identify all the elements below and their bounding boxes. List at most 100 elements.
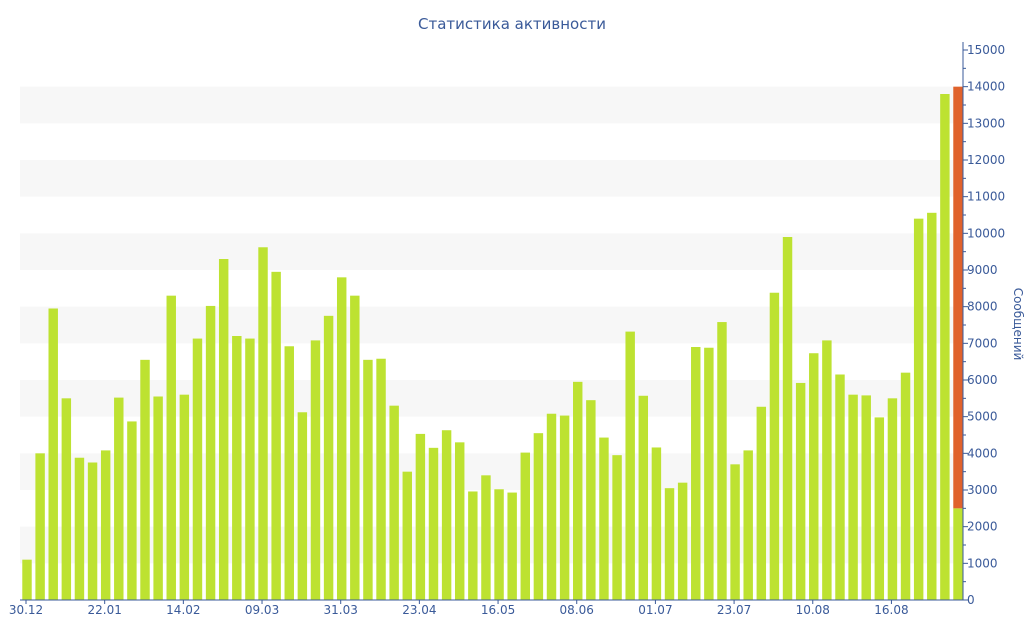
bar[interactable] [61,398,72,600]
bar[interactable] [730,464,740,600]
bar-current-base[interactable] [953,508,963,600]
bar[interactable] [363,359,373,600]
bar[interactable] [415,433,426,600]
bar[interactable] [704,347,714,600]
bar[interactable] [717,322,727,600]
bar[interactable] [940,94,950,600]
bar[interactable] [87,462,98,601]
bar[interactable] [612,455,622,600]
bar[interactable] [573,381,583,600]
bar[interactable] [874,417,885,600]
bar[interactable] [782,237,793,600]
y-tick-label: 13000 [967,116,1005,130]
grid-band [20,306,962,344]
bar[interactable] [310,340,321,600]
bar[interactable] [441,430,452,600]
bar[interactable] [546,413,557,600]
x-axis: 30.12 22.01 14.02 09.03 31.03 23.04 16.05 08.06… [9,599,963,617]
y-tick-label: 14000 [967,80,1005,94]
bar[interactable] [795,382,806,600]
bar[interactable] [677,482,688,600]
bar[interactable] [127,421,137,600]
bar[interactable] [494,489,504,600]
bar[interactable] [822,340,832,600]
bar[interactable] [769,292,780,600]
bar[interactable] [481,475,491,600]
bar[interactable] [232,336,242,600]
x-tick-label: 31.03 [324,603,358,617]
bar[interactable] [114,397,124,600]
bar[interactable] [809,353,819,600]
bar[interactable] [258,247,268,600]
y-tick-label: 10000 [967,226,1005,240]
x-tick-label: 23.04 [402,603,436,617]
bar[interactable] [599,437,609,600]
bar[interactable] [389,405,399,600]
bar[interactable] [900,372,911,600]
bar[interactable] [35,453,45,600]
y-axis-label: Сообщений [1011,288,1024,361]
bar[interactable] [691,347,701,600]
x-tick-label: 08.06 [560,603,594,617]
bar[interactable] [323,315,334,600]
bar[interactable] [586,400,596,600]
bar[interactable] [835,374,845,601]
bar[interactable] [48,308,58,601]
bar[interactable] [336,277,347,600]
x-tick-label: 16.05 [481,603,515,617]
bar[interactable] [559,415,570,600]
bar[interactable] [756,406,767,600]
y-tick-label: 12000 [967,153,1005,167]
bar[interactable] [625,331,635,600]
y-tick-label: 0 [967,593,975,607]
bar[interactable] [848,394,858,600]
y-tick-label: 5000 [967,410,998,424]
grid-band [20,160,962,197]
bar[interactable] [533,433,544,600]
bar-current-highlight[interactable] [953,86,963,509]
bar[interactable] [205,305,216,600]
bar[interactable] [651,447,662,600]
y-tick-label: 6000 [967,373,998,387]
bar[interactable] [743,450,753,600]
bar[interactable] [22,559,32,600]
bar[interactable] [402,471,412,600]
y-tick-label: 4000 [967,446,998,460]
bar[interactable] [74,457,85,600]
x-tick-label: 01.07 [638,603,672,617]
bar[interactable] [664,488,675,600]
bar[interactable] [297,412,308,600]
bar[interactable] [468,491,478,600]
bar[interactable] [927,212,937,601]
bar[interactable] [428,447,439,600]
bar[interactable] [454,442,465,600]
bar[interactable] [638,395,649,600]
y-tick-label: 11000 [967,190,1005,204]
bar[interactable] [271,271,281,600]
bar[interactable] [520,452,531,600]
x-tick-label: 23.07 [717,603,751,617]
bar[interactable] [376,358,386,600]
bar[interactable] [284,346,294,600]
y-tick-label: 9000 [967,263,998,277]
bar[interactable] [166,295,176,600]
y-tick-label: 1000 [967,556,998,570]
bar[interactable] [350,295,360,600]
x-tick-label: 30.12 [9,603,43,617]
bar[interactable] [153,396,163,601]
y-axis: 0 1000 2000 3000 4000 5000 6000 7000 8000 9000 100… [962,42,1005,607]
x-tick-label: 16.08 [874,603,908,617]
bars [22,86,963,601]
bar[interactable] [140,359,150,600]
bar[interactable] [913,218,924,600]
bar[interactable] [887,398,898,600]
bar[interactable] [245,338,255,600]
bar[interactable] [179,394,190,600]
bar[interactable] [507,492,517,600]
x-tick-label: 14.02 [166,603,200,617]
bar[interactable] [861,395,871,600]
bar[interactable] [100,450,111,600]
bar[interactable] [218,259,229,600]
bar[interactable] [192,338,203,600]
